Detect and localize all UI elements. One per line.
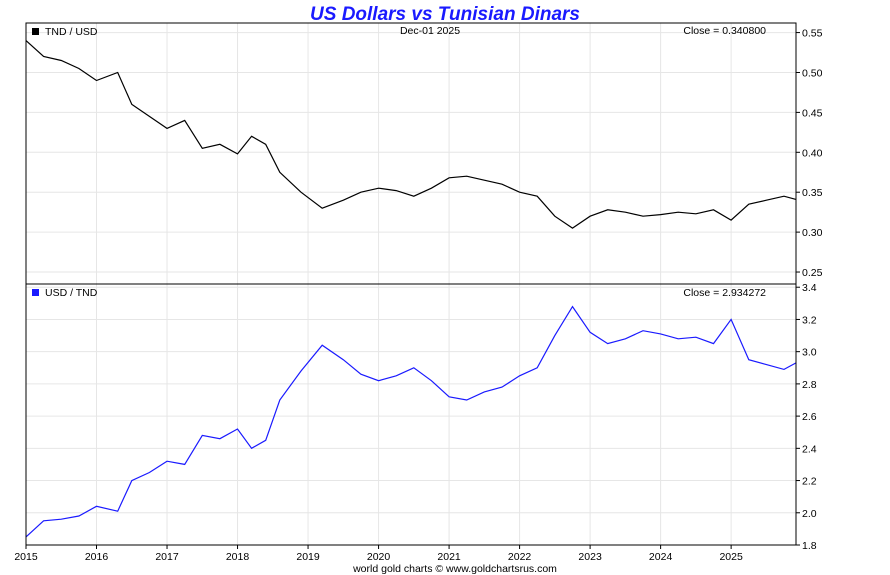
x-axis: 2015 2016 2017 2018 2019 2020 2021 2022 2023 2024… [14, 545, 743, 563]
x-tick-label: 2015 [14, 551, 38, 563]
x-tick-label: 2020 [367, 551, 391, 563]
y-tick-label: 0.25 [802, 267, 823, 279]
bottom-legend-swatch [32, 289, 39, 296]
y-tick-label: 1.8 [802, 540, 817, 552]
bottom-grid [25, 284, 796, 546]
top-panel: TND / USD Dec-01 2025 Close = 0.340800 0… [25, 22, 823, 285]
y-tick-label: 2.4 [802, 443, 817, 455]
top-legend-swatch [32, 28, 39, 35]
top-series-line [25, 40, 797, 229]
top-series-label: TND / USD [45, 26, 98, 38]
y-tick-label: 0.40 [802, 147, 823, 159]
x-tick-label: 2025 [719, 551, 743, 563]
y-tick-label: 0.55 [802, 28, 823, 40]
x-tick-label: 2019 [296, 551, 320, 563]
x-tick-label: 2024 [649, 551, 673, 563]
top-y-axis: 0.25 0.30 0.35 0.40 0.45 0.50 0.55 [796, 28, 823, 279]
y-tick-label: 3.0 [802, 347, 817, 359]
date-label: Dec-01 2025 [400, 25, 460, 37]
footer-credit: world gold charts © www.goldchartsrus.co… [352, 563, 557, 575]
x-tick-label: 2016 [85, 551, 109, 563]
y-tick-label: 3.2 [802, 314, 817, 326]
y-tick-label: 2.6 [802, 411, 817, 423]
y-tick-label: 0.50 [802, 67, 823, 79]
bottom-y-axis: 1.8 2.0 2.2 2.4 2.6 2.8 3.0 3.2 3.4 [796, 282, 817, 552]
y-tick-label: 0.35 [802, 187, 823, 199]
top-grid [25, 23, 796, 284]
bottom-series-line [25, 305, 797, 538]
x-tick-label: 2021 [437, 551, 461, 563]
bottom-series-label: USD / TND [45, 287, 98, 299]
x-tick-label: 2017 [155, 551, 179, 563]
bottom-panel: USD / TND Close = 2.934272 1.8 2.0 2.2 2.4 2… [25, 282, 817, 552]
y-tick-label: 3.4 [802, 282, 817, 294]
y-tick-label: 2.0 [802, 508, 817, 520]
x-tick-label: 2023 [578, 551, 602, 563]
top-panel-frame [25, 22, 797, 285]
bottom-panel-frame [25, 283, 797, 546]
y-tick-label: 0.45 [802, 107, 823, 119]
y-tick-label: 2.2 [802, 476, 817, 488]
y-tick-label: 0.30 [802, 227, 823, 239]
x-tick-label: 2018 [226, 551, 250, 563]
bottom-close-label: Close = 2.934272 [683, 287, 766, 299]
chart-title: US Dollars vs Tunisian Dinars [310, 4, 580, 25]
top-close-label: Close = 0.340800 [683, 25, 766, 37]
y-tick-label: 2.8 [802, 379, 817, 391]
x-tick-label: 2022 [508, 551, 532, 563]
